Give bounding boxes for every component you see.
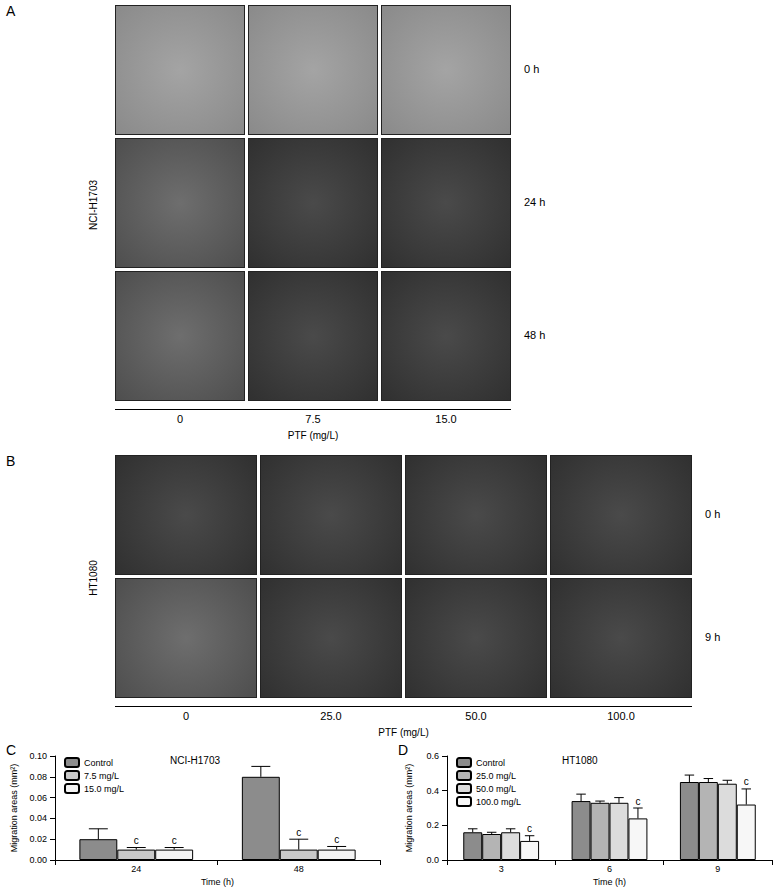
svg-text:9: 9	[715, 864, 720, 874]
svg-text:24: 24	[131, 864, 141, 874]
svg-text:Time (h): Time (h)	[593, 877, 626, 887]
html-text:9 h: 9 h	[705, 631, 721, 643]
html-text:50.0: 50.0	[465, 710, 487, 722]
html-text:0 h: 0 h	[524, 63, 540, 75]
html-text:B: B	[6, 453, 16, 469]
svg-text:48: 48	[294, 864, 304, 874]
svg-text:100.0 mg/L: 100.0 mg/L	[476, 797, 521, 807]
html-text:25.0: 25.0	[320, 710, 342, 722]
svg-text:Time (h): Time (h)	[201, 877, 234, 887]
svg-text:50.0 mg/L: 50.0 mg/L	[476, 784, 516, 794]
svg-text:NCI-H1703: NCI-H1703	[170, 755, 220, 766]
html-text:48 h: 48 h	[524, 329, 546, 341]
html-text:HT1080: HT1080	[87, 560, 99, 596]
svg-text:0.6: 0.6	[426, 751, 439, 761]
svg-text:0.02: 0.02	[29, 834, 47, 844]
svg-text:7.5 mg/L: 7.5 mg/L	[84, 771, 119, 781]
svg-text:c: c	[527, 823, 532, 834]
html-text:0: 0	[176, 413, 184, 425]
html-text:0: 0	[182, 710, 190, 722]
svg-text:0.0: 0.0	[426, 855, 439, 865]
html-text:24 h: 24 h	[524, 196, 546, 208]
html-text:7.5: 7.5	[305, 413, 321, 425]
svg-text:c: c	[296, 827, 301, 838]
html-text:A: A	[6, 3, 16, 19]
svg-text:15.0 mg/L: 15.0 mg/L	[84, 784, 124, 794]
svg-text:0.08: 0.08	[29, 772, 47, 782]
svg-text:c: c	[172, 835, 177, 846]
svg-text:Control: Control	[84, 758, 113, 768]
html-text:PTF (mg/L): PTF (mg/L)	[378, 727, 429, 738]
svg-text:6: 6	[607, 864, 612, 874]
svg-text:25.0 mg/L: 25.0 mg/L	[476, 771, 516, 781]
html-text:0 h: 0 h	[705, 508, 721, 520]
svg-text:0.2: 0.2	[426, 820, 439, 830]
svg-text:0.04: 0.04	[29, 813, 47, 823]
html-text:100.0: 100.0	[607, 710, 635, 722]
svg-text:0.06: 0.06	[29, 793, 47, 803]
svg-text:c: c	[744, 776, 749, 787]
html-text:C: C	[6, 742, 17, 758]
html-text:15.0: 15.0	[435, 413, 457, 425]
svg-text:0.00: 0.00	[29, 855, 47, 865]
svg-text:c: c	[334, 834, 339, 845]
svg-text:c: c	[134, 835, 139, 846]
svg-text:HT1080: HT1080	[562, 755, 598, 766]
svg-text:Migration areas (mm²): Migration areas (mm²)	[404, 764, 414, 853]
svg-text:Control: Control	[476, 758, 505, 768]
html-text:D: D	[398, 742, 409, 758]
html-text:PTF (mg/L): PTF (mg/L)	[287, 430, 339, 441]
svg-text:3: 3	[499, 864, 504, 874]
svg-text:0.10: 0.10	[29, 751, 47, 761]
html-text:NCI-H1703: NCI-H1703	[87, 179, 99, 230]
svg-text:0.4: 0.4	[426, 786, 439, 796]
svg-text:Migration areas (mm²): Migration areas (mm²)	[9, 764, 19, 853]
svg-text:c: c	[635, 796, 640, 807]
